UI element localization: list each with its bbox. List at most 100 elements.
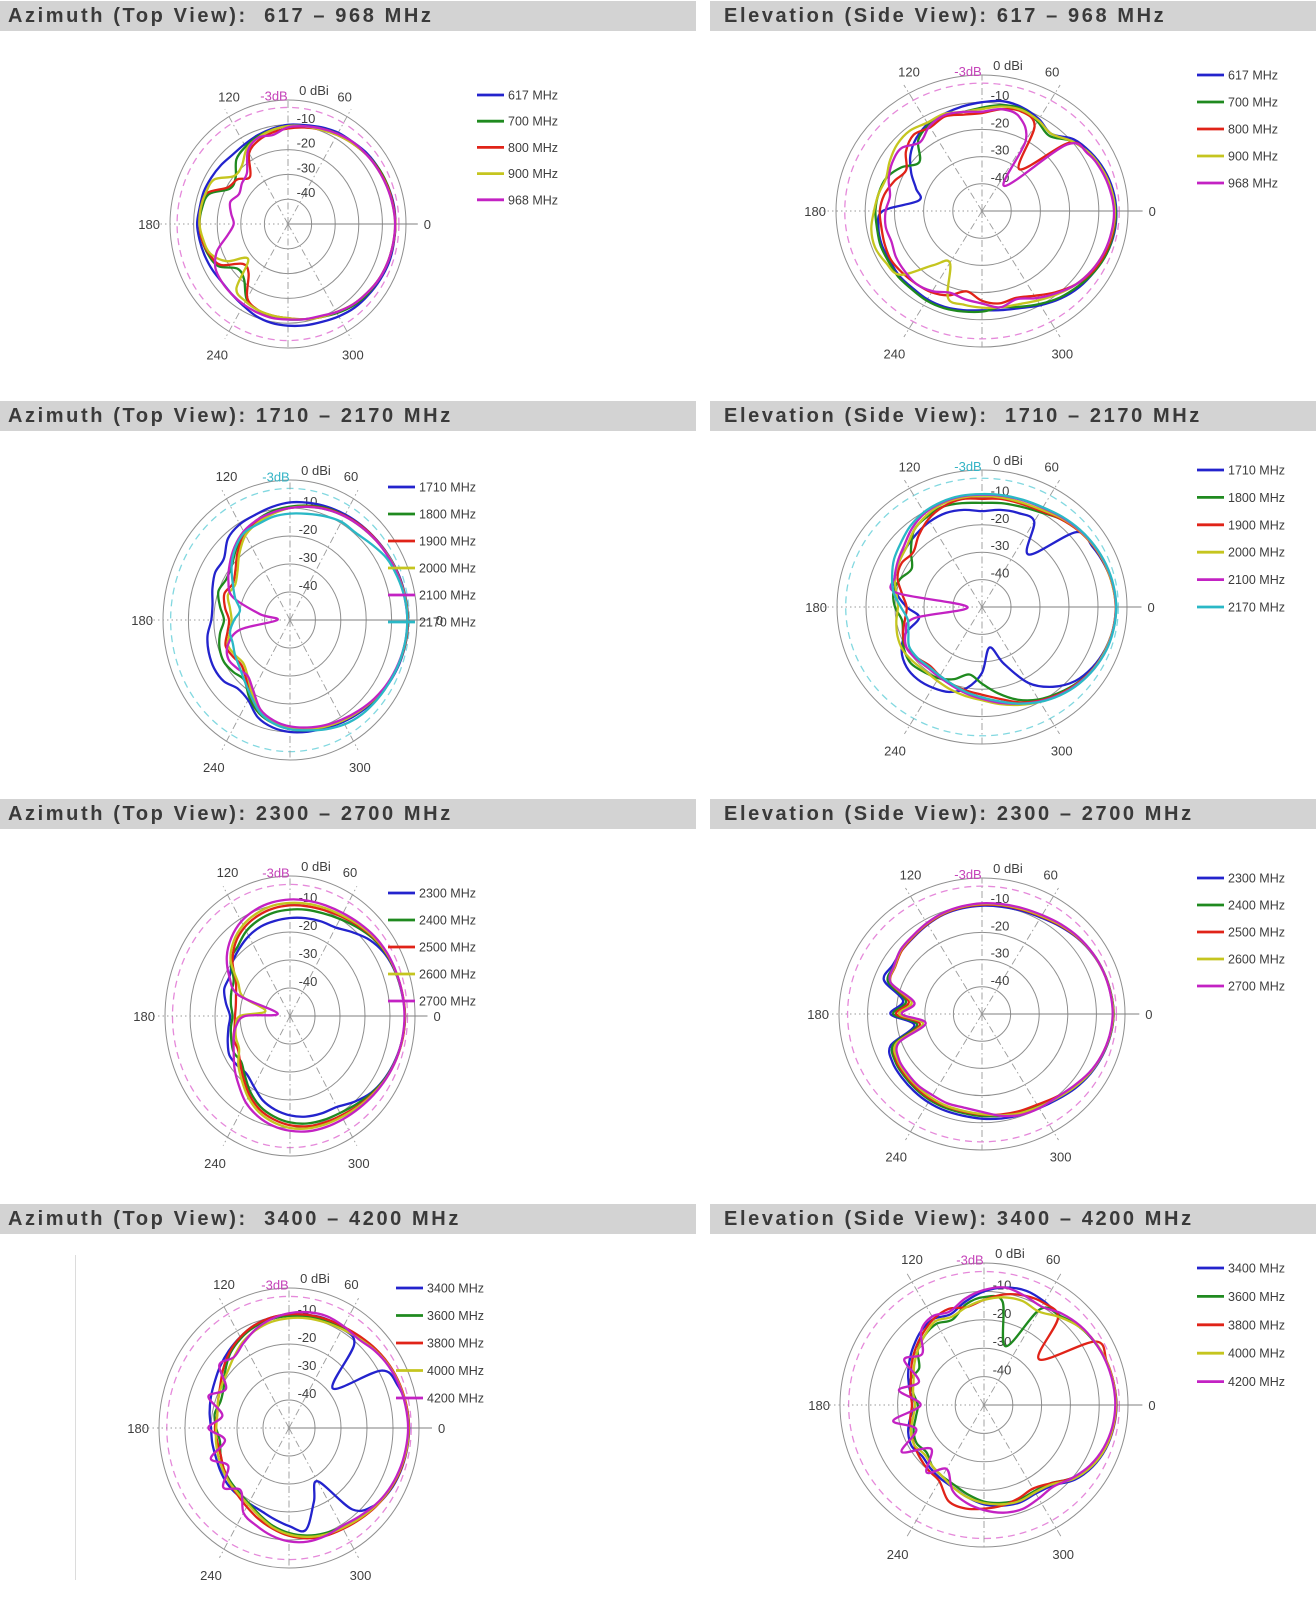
angle-label-240: 240 [884, 744, 906, 759]
series-2500-MHz [231, 904, 407, 1128]
spoke-60 [288, 1298, 359, 1429]
legend-label: 2500 MHz [1228, 926, 1285, 940]
legend-label: 900 MHz [1228, 150, 1278, 164]
legend-label: 968 MHz [1228, 177, 1278, 191]
series-617-MHz [876, 99, 1118, 312]
legend-item-800-MHz: 800 MHz [1197, 123, 1278, 137]
angle-label-300: 300 [1051, 347, 1073, 362]
threedb-label: -3dB [954, 459, 981, 474]
legend-item-700-MHz: 700 MHz [477, 115, 558, 129]
series-curves [882, 902, 1115, 1121]
legend-item-2170-MHz: 2170 MHz [388, 616, 476, 630]
polar-grid-spokes [822, 1263, 1143, 1547]
spoke-300 [981, 210, 1061, 338]
spoke-240 [906, 1404, 985, 1537]
legend: 617 MHz 700 MHz 800 MHz 900 MHz 968 MHz [1197, 69, 1278, 191]
db-label--40: -40 [993, 1363, 1012, 1378]
legend-label: 2000 MHz [1228, 546, 1285, 560]
series-900-MHz [870, 105, 1117, 310]
spoke-240 [219, 1427, 290, 1558]
angle-label-120: 120 [898, 64, 920, 79]
legend-label: 2170 MHz [419, 616, 476, 630]
db-label--20: -20 [297, 136, 316, 151]
angle-label-180: 180 [805, 600, 827, 615]
legend-item-3600-MHz: 3600 MHz [396, 1309, 484, 1323]
section-title-azimuth-617-968: Azimuth (Top View): 617 – 968 MHz [0, 1, 696, 31]
angle-label-60: 60 [1043, 867, 1057, 882]
db-label--20: -20 [298, 1330, 317, 1345]
angle-label-0: 0 [434, 1009, 441, 1024]
spoke-60 [289, 490, 359, 621]
angle-label-180: 180 [138, 217, 160, 232]
series-2170-MHz [228, 512, 409, 732]
series-1710-MHz [206, 500, 410, 734]
spoke-60 [981, 479, 1060, 608]
angle-label-180: 180 [127, 1421, 149, 1436]
angle-label-0: 0 [438, 1421, 445, 1436]
angle-label-300: 300 [342, 347, 364, 362]
series-2600-MHz [229, 901, 406, 1131]
legend-label: 3600 MHz [1228, 1290, 1285, 1304]
angle-label-180: 180 [807, 1007, 829, 1022]
series-2400-MHz [229, 908, 407, 1125]
legend-item-2300-MHz: 2300 MHz [388, 887, 476, 901]
section-title-elevation-2300-2700: Elevation (Side View): 2300 – 2700 MHz [710, 799, 1316, 829]
zero-dbi-label: 0 dBi [300, 1271, 330, 1286]
legend-item-2500-MHz: 2500 MHz [388, 941, 476, 955]
angle-label-240: 240 [885, 1150, 907, 1165]
db-label--30: -30 [299, 550, 318, 565]
angle-label-0: 0 [1148, 1398, 1155, 1413]
legend-label: 4200 MHz [1228, 1375, 1285, 1389]
zero-dbi-label: 0 dBi [993, 453, 1023, 468]
angle-label-120: 120 [901, 1252, 923, 1267]
series-1800-MHz [892, 501, 1118, 702]
polar-grid-spokes [155, 100, 418, 348]
angle-label-240: 240 [884, 347, 906, 362]
section-title-elevation-1710-2170: Elevation (Side View): 1710 – 2170 MHz [710, 401, 1316, 431]
legend-label: 2700 MHz [419, 995, 476, 1009]
series-700-MHz [874, 104, 1117, 314]
polar-grid-spokes [147, 480, 430, 760]
legend-item-4000-MHz: 4000 MHz [1197, 1347, 1285, 1361]
legend-item-2400-MHz: 2400 MHz [1197, 899, 1285, 913]
series-2400-MHz [886, 902, 1115, 1118]
db-label--30: -30 [991, 143, 1010, 158]
legend-label: 3400 MHz [427, 1282, 484, 1296]
db-label--40: -40 [299, 974, 318, 989]
angle-label-120: 120 [216, 469, 238, 484]
series-2700-MHz [225, 898, 406, 1133]
series-curves [195, 123, 397, 328]
db-label--10: -10 [991, 88, 1010, 103]
angle-label-180: 180 [808, 1398, 830, 1413]
legend-label: 2300 MHz [1228, 872, 1285, 886]
series-968-MHz [883, 107, 1116, 309]
angle-label-180: 180 [133, 1009, 155, 1024]
legend: 1710 MHz 1800 MHz 1900 MHz 2000 MHz 2100 MHz… [1197, 464, 1285, 615]
angle-label-60: 60 [1046, 1252, 1060, 1267]
section-title-elevation-3400-4200: Elevation (Side View): 3400 – 4200 MHz [710, 1204, 1316, 1234]
series-2170-MHz [890, 492, 1118, 705]
legend-item-2000-MHz: 2000 MHz [388, 562, 476, 576]
zero-dbi-label: 0 dBi [301, 859, 331, 874]
db-label--30: -30 [299, 946, 318, 961]
legend-item-2700-MHz: 2700 MHz [1197, 980, 1285, 994]
legend-label: 1800 MHz [419, 508, 476, 522]
spoke-120 [903, 84, 983, 212]
spoke-120 [905, 887, 983, 1015]
spoke-300 [288, 1427, 359, 1558]
angle-label-120: 120 [218, 90, 240, 105]
legend-label: 3600 MHz [427, 1309, 484, 1323]
legend-label: 2300 MHz [419, 887, 476, 901]
polar-grid-spokes [818, 75, 1143, 347]
db-label--40: -40 [299, 578, 318, 593]
legend-label: 2400 MHz [419, 914, 476, 928]
legend-item-4000-MHz: 4000 MHz [396, 1364, 484, 1378]
spoke-120 [222, 886, 291, 1017]
spoke-60 [981, 887, 1059, 1015]
series-2100-MHz [225, 505, 409, 729]
legend-label: 2100 MHz [1228, 573, 1285, 587]
threedb-label: -3dB [260, 88, 287, 103]
